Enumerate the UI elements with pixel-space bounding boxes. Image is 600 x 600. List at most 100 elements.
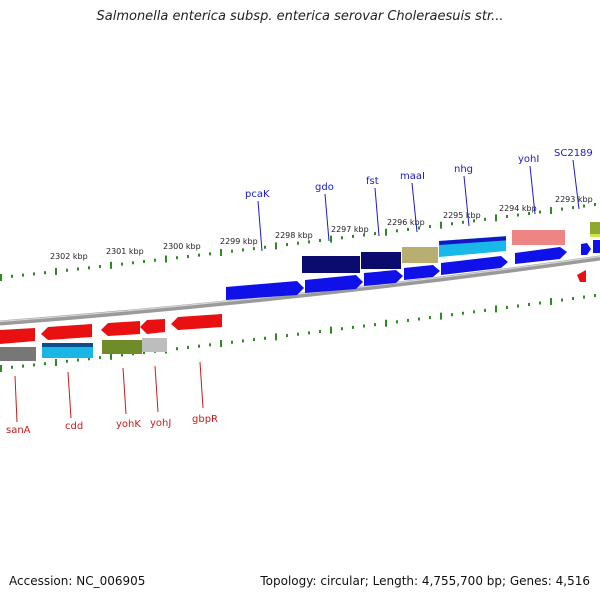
- label-fst[interactable]: fst: [366, 176, 379, 187]
- top-track-tick: [429, 225, 431, 229]
- bottom-track-tick: [341, 327, 343, 331]
- bottom-track-tick: [319, 330, 321, 334]
- gene-maaI[interactable]: [402, 247, 438, 263]
- forward-inner-genes: [226, 240, 600, 300]
- forward-outer-genes: [302, 222, 600, 273]
- label-line-gdo: [324, 193, 330, 242]
- bottom-track-tick: [121, 353, 123, 357]
- label-pcaK[interactable]: pcaK: [245, 189, 270, 200]
- label-nhg[interactable]: nhg: [454, 164, 473, 175]
- gene-pcaK[interactable]: [226, 281, 304, 300]
- bottom-track-tick: [407, 318, 409, 322]
- gene-gdo-inner[interactable]: [305, 275, 363, 293]
- label-cdd[interactable]: cdd: [65, 421, 83, 432]
- top-track-tick: [539, 210, 541, 214]
- label-sanA[interactable]: sanA: [6, 425, 31, 436]
- top-track-tick: [154, 258, 156, 262]
- bottom-track-tick: [561, 298, 563, 302]
- top-track-tick: [418, 226, 420, 230]
- bottom-track-tick: [231, 340, 233, 344]
- label-gdo[interactable]: gdo: [315, 182, 334, 193]
- kbp-label-2302: 2302 kbp: [50, 252, 88, 261]
- bottom-track-tick: [583, 295, 585, 299]
- top-gene-labels: pcaK gdo fst maaI nhg yohI SC2189: [245, 148, 593, 252]
- bottom-track-tick: [220, 340, 222, 348]
- kbp-label-2298: 2298 kbp: [275, 231, 313, 240]
- top-track-tick: [528, 212, 530, 216]
- top-track-tick: [88, 266, 90, 270]
- gene-yohI-inner[interactable]: [515, 247, 567, 264]
- label-yohK[interactable]: yohK: [116, 419, 141, 430]
- gene-yohJ-outer[interactable]: [142, 338, 167, 352]
- gene-fst[interactable]: [361, 252, 401, 269]
- bottom-tick-track: [0, 294, 596, 372]
- kbp-label-2295: 2295 kbp: [443, 211, 481, 220]
- gene-reverse-far[interactable]: [577, 270, 586, 282]
- top-track-tick: [363, 233, 365, 237]
- top-tick-track: [0, 203, 596, 281]
- top-track-tick: [572, 206, 574, 210]
- top-track-tick: [198, 253, 200, 257]
- top-track-tick: [231, 249, 233, 253]
- kbp-label-2299: 2299 kbp: [220, 237, 258, 246]
- gene-sanA-outer[interactable]: [0, 347, 36, 361]
- bottom-gene-labels: sanA cdd yohK yohJ gbpR: [6, 361, 218, 436]
- top-track-tick: [352, 234, 354, 238]
- bottom-track-tick: [462, 311, 464, 315]
- top-track-tick: [473, 219, 475, 223]
- gene-cdd-outer-band: [42, 343, 93, 347]
- top-track-tick: [330, 235, 332, 243]
- bottom-track-tick: [44, 362, 46, 366]
- top-track-tick: [22, 273, 24, 277]
- top-track-tick: [451, 222, 453, 226]
- bottom-track-tick: [275, 333, 277, 341]
- top-track-tick: [517, 213, 519, 217]
- gene-sanA[interactable]: [0, 328, 35, 344]
- gene-fst-inner[interactable]: [364, 270, 403, 286]
- bottom-track-tick: [352, 325, 354, 329]
- label-line-yohK: [122, 367, 127, 415]
- bottom-track-tick: [99, 356, 101, 360]
- top-track-tick: [407, 227, 409, 231]
- reverse-inner-genes: [0, 270, 586, 344]
- gene-yohI[interactable]: [512, 230, 565, 245]
- label-yohI[interactable]: yohI: [518, 154, 539, 165]
- top-track-tick: [220, 249, 222, 257]
- bottom-track-tick: [308, 331, 310, 335]
- genome-summary-text: Topology: circular; Length: 4,755,700 bp…: [260, 574, 590, 588]
- gene-yohJ[interactable]: [140, 319, 165, 334]
- top-track-tick: [209, 252, 211, 256]
- label-yohJ[interactable]: yohJ: [150, 418, 171, 429]
- kbp-label-2297: 2297 kbp: [331, 225, 369, 234]
- gene-cdd[interactable]: [41, 324, 92, 340]
- bottom-track-tick: [264, 336, 266, 340]
- gene-gdo[interactable]: [302, 256, 360, 273]
- label-maaI[interactable]: maaI: [400, 171, 425, 182]
- bottom-track-tick: [418, 317, 420, 321]
- gene-small-arrow[interactable]: [581, 243, 591, 255]
- genome-title: Salmonella enterica subsp. enterica sero…: [96, 9, 504, 24]
- gene-nhg-band: [439, 236, 507, 245]
- top-track-tick: [253, 247, 255, 251]
- kbp-label-2296: 2296 kbp: [387, 218, 425, 227]
- top-track-tick: [462, 220, 464, 224]
- gene-edge[interactable]: [593, 240, 600, 253]
- gene-SC2189[interactable]: [590, 222, 600, 234]
- top-track-tick: [374, 232, 376, 236]
- top-track-tick: [495, 214, 497, 222]
- bottom-track-tick: [473, 310, 475, 314]
- label-gbpR[interactable]: gbpR: [192, 414, 218, 425]
- gene-yohK-outer[interactable]: [102, 340, 142, 354]
- top-track-tick: [187, 254, 189, 258]
- gene-maaI-inner[interactable]: [404, 265, 440, 280]
- gene-nhg-inner[interactable]: [441, 256, 508, 275]
- top-track-tick: [319, 239, 321, 243]
- label-line-maaI: [411, 182, 418, 233]
- top-track-tick: [385, 228, 387, 236]
- label-SC2189[interactable]: SC2189: [554, 148, 593, 159]
- gene-yohK[interactable]: [101, 321, 140, 336]
- top-track-tick: [396, 229, 398, 233]
- bottom-track-tick: [0, 365, 2, 372]
- top-track-tick: [583, 204, 585, 208]
- gene-gbpR[interactable]: [171, 314, 222, 330]
